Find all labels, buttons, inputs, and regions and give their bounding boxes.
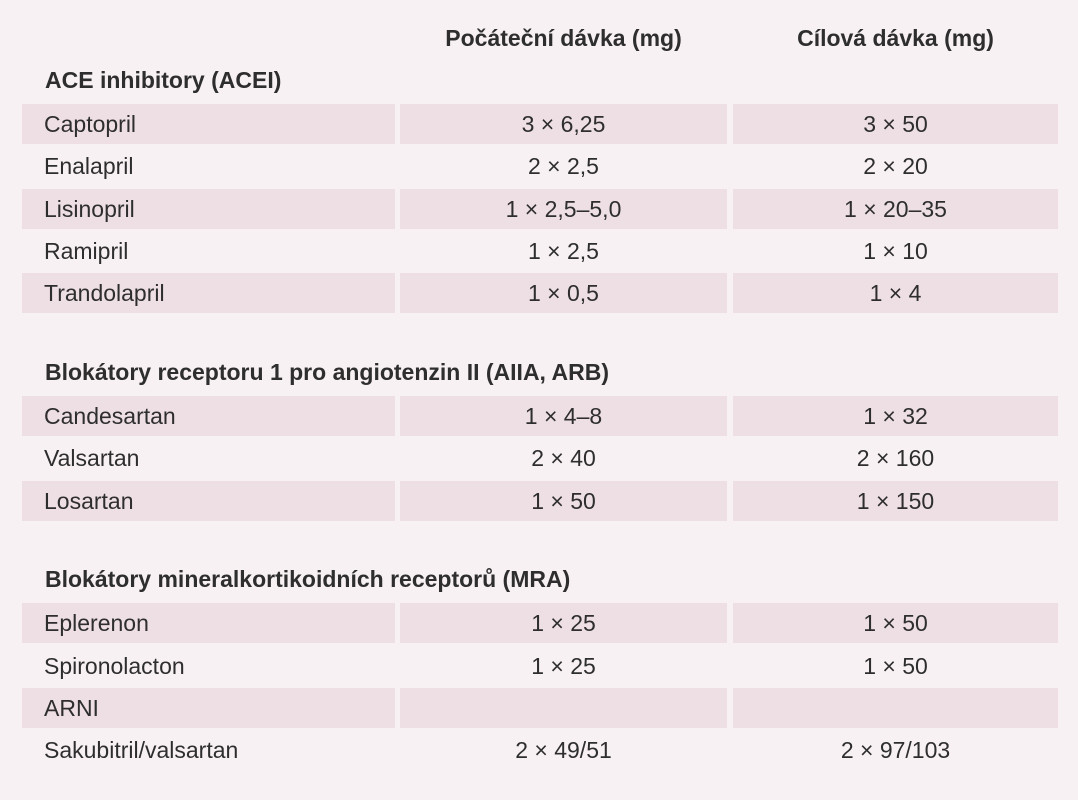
target-dose: 1 × 50 xyxy=(733,603,1058,644)
drug-name: Lisinopril xyxy=(22,188,395,229)
target-dose xyxy=(733,688,1058,728)
start-dose xyxy=(400,688,727,728)
target-dose: 1 × 32 xyxy=(733,396,1058,436)
target-dose: 1 × 20–35 xyxy=(733,188,1058,229)
start-dose: 1 × 50 xyxy=(400,480,727,521)
drug-name: Enalapril xyxy=(44,153,134,180)
target-dose: 2 × 20 xyxy=(863,153,928,180)
start-dose: 1 × 2,5 xyxy=(528,237,599,264)
section-title: ACE inhibitory (ACEI) xyxy=(45,67,282,93)
drug-name: Losartan xyxy=(22,480,395,521)
target-dose: 2 × 160 xyxy=(856,445,935,472)
column-header: Cílová dávka (mg) xyxy=(797,25,994,51)
target-dose: 2 × 97/103 xyxy=(840,737,951,764)
target-dose: 1 × 50 xyxy=(863,652,928,679)
column-header: Počáteční dávka (mg) xyxy=(445,25,682,51)
target-dose: 1 × 4 xyxy=(733,273,1058,314)
target-dose: 1 × 10 xyxy=(863,237,928,264)
start-dose: 1 × 25 xyxy=(400,603,727,644)
start-dose: 2 × 2,5 xyxy=(528,153,599,180)
start-dose: 2 × 40 xyxy=(531,445,596,472)
start-dose: 1 × 4–8 xyxy=(400,396,727,436)
target-dose: 3 × 50 xyxy=(733,104,1058,144)
section-title: Blokátory mineralkortikoidních receptorů… xyxy=(45,566,571,593)
start-dose: 1 × 25 xyxy=(531,652,596,679)
drug-name: Sakubitril/valsartan xyxy=(44,737,239,764)
drug-name: Eplerenon xyxy=(22,603,395,644)
drug-name: Ramipril xyxy=(44,237,129,264)
drug-name: Trandolapril xyxy=(22,273,395,314)
drug-name: Captopril xyxy=(22,104,395,144)
start-dose: 1 × 0,5 xyxy=(400,273,727,314)
target-dose: 1 × 150 xyxy=(733,480,1058,521)
drug-name: ARNI xyxy=(22,688,395,728)
drug-name: Candesartan xyxy=(22,396,395,436)
drug-name: Valsartan xyxy=(44,445,140,472)
start-dose: 1 × 2,5–5,0 xyxy=(400,188,727,229)
start-dose: 2 × 49/51 xyxy=(515,737,612,764)
start-dose: 3 × 6,25 xyxy=(400,104,727,144)
section-title: Blokátory receptoru 1 pro angiotenzin II… xyxy=(45,359,609,385)
drug-name: Spironolacton xyxy=(44,652,185,679)
